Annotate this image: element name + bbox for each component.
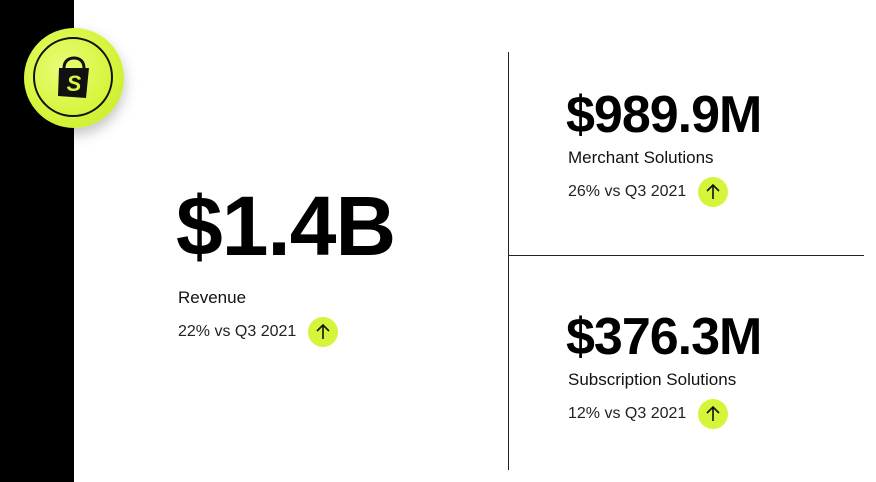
merchant-solutions-growth: 26% vs Q3 2021 <box>568 177 729 207</box>
subscription-solutions-label: Subscription Solutions <box>568 370 737 389</box>
shopify-bag-icon: S <box>58 56 89 98</box>
logo-ring: S <box>33 37 113 117</box>
subscription-growth-text: 12% vs Q3 2021 <box>568 405 687 422</box>
horizontal-divider <box>508 255 864 256</box>
arrow-up-icon <box>308 317 339 347</box>
subscription-solutions-growth: 12% vs Q3 2021 <box>568 399 729 429</box>
vertical-divider <box>508 52 509 470</box>
merchant-solutions-value: $989.9M <box>566 86 762 144</box>
merchant-growth-text: 26% vs Q3 2021 <box>568 183 687 200</box>
revenue-growth-text: 22% vs Q3 2021 <box>178 323 297 340</box>
revenue-value: $1.4B <box>176 179 396 273</box>
subscription-solutions-value: $376.3M <box>566 308 762 366</box>
merchant-solutions-label: Merchant Solutions <box>568 148 714 167</box>
shopify-logo-badge: S <box>24 28 124 128</box>
svg-text:S: S <box>67 71 82 96</box>
arrow-up-icon <box>698 177 729 207</box>
arrow-up-icon <box>698 399 729 429</box>
revenue-label: Revenue <box>178 288 247 307</box>
revenue-growth: 22% vs Q3 2021 <box>178 317 339 347</box>
